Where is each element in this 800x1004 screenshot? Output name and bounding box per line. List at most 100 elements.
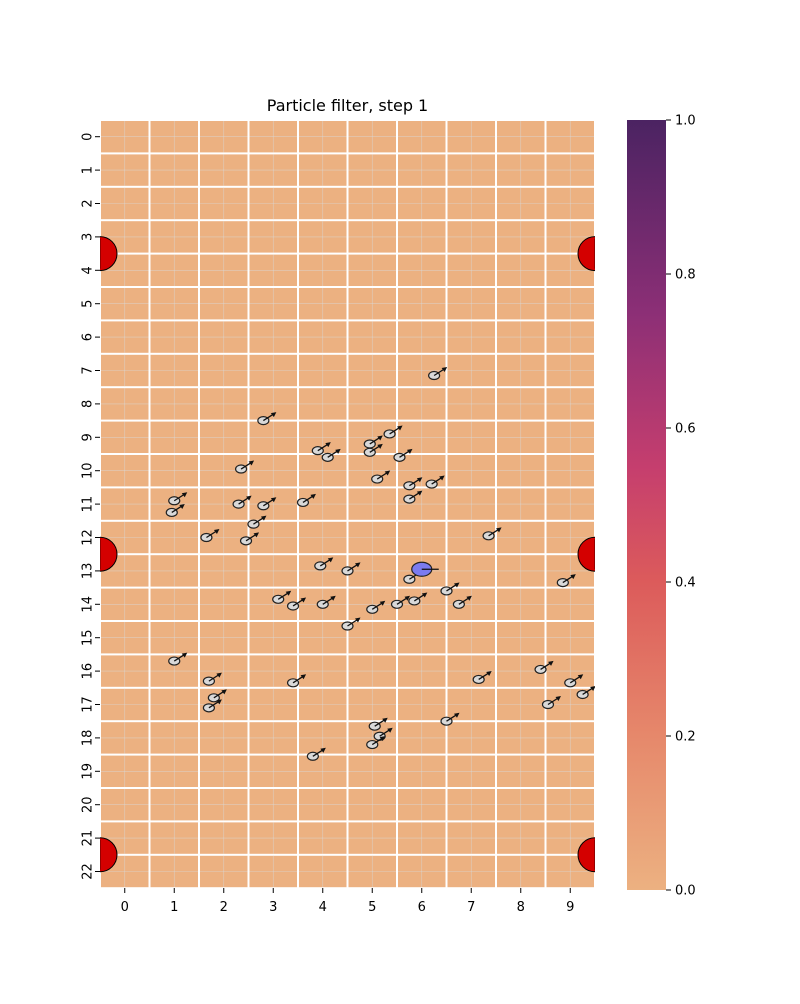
- particle-arrow-head: [421, 592, 428, 598]
- landmark-marker: [577, 837, 595, 873]
- y-tick-label: 3: [81, 233, 96, 241]
- particle-arrow-head: [330, 595, 336, 601]
- x-axis: 0 1 2 3 4 5 6 7 8 9: [121, 888, 574, 915]
- particle-arrow-head: [439, 475, 445, 481]
- particle-arrow-head: [397, 425, 403, 431]
- y-tick-label: 17: [81, 696, 96, 713]
- y-tick-label: 16: [81, 663, 96, 680]
- y-tick-label: 8: [81, 400, 96, 408]
- y-tick-label: 0: [81, 133, 96, 141]
- colorbar-tick-label: 1.0: [675, 114, 696, 129]
- y-tick-label: 19: [81, 763, 96, 780]
- x-tick-label: 3: [269, 900, 277, 915]
- particle-arrow-head: [216, 672, 222, 678]
- particle-arrow-head: [335, 448, 341, 454]
- y-tick-label: 14: [81, 596, 96, 613]
- colorbar-tick-label: 0.6: [675, 422, 696, 437]
- particle-arrow-head: [379, 600, 386, 606]
- y-tick-label: 6: [81, 333, 96, 341]
- particle-arrow-head: [548, 660, 554, 666]
- particle-arrow-head: [355, 562, 361, 568]
- particle-arrow-head: [325, 442, 331, 448]
- y-tick-label: 20: [81, 796, 96, 813]
- colorbar-tick-label: 0.8: [675, 268, 696, 283]
- particle-arrow-head: [416, 490, 423, 496]
- particle-arrow-head: [555, 696, 561, 701]
- particle-arrow-head: [285, 590, 292, 596]
- y-tick-label: 11: [81, 496, 96, 513]
- x-tick-label: 5: [368, 900, 376, 915]
- landmark-marker: [100, 837, 118, 873]
- particle-arrow-head: [406, 448, 413, 454]
- particle-arrow-head: [253, 532, 260, 538]
- particle-arrow-head: [384, 470, 391, 476]
- landmark-marker: [577, 236, 595, 272]
- y-tick-label: 12: [81, 529, 96, 546]
- particle-arrow-head: [300, 674, 307, 680]
- y-tick-label: 15: [81, 629, 96, 646]
- particle-arrow-head: [466, 595, 472, 601]
- particle-arrow-head: [310, 493, 316, 499]
- particle-arrow-head: [496, 527, 502, 533]
- y-tick-label: 7: [81, 366, 96, 374]
- y-tick-label: 22: [81, 863, 96, 880]
- y-tick-label: 10: [81, 462, 96, 479]
- colorbar-tick-label: 0.2: [675, 730, 696, 745]
- particle-arrow-head: [248, 460, 255, 466]
- x-tick-label: 0: [121, 900, 129, 915]
- y-tick-label: 4: [81, 266, 96, 274]
- particle-arrow-head: [577, 674, 584, 680]
- particle-arrow-head: [246, 495, 252, 501]
- particle-arrow-head: [179, 503, 185, 509]
- x-tick-label: 7: [467, 900, 475, 915]
- particle-arrow-head: [355, 617, 361, 623]
- particle-arrow-head: [486, 670, 492, 676]
- landmark-marker: [100, 236, 118, 272]
- particle-arrow-head: [377, 435, 383, 441]
- particle-arrow-head: [260, 515, 267, 521]
- particle-arrow-head: [590, 686, 595, 691]
- particle-arrow-head: [416, 477, 423, 483]
- x-tick-label: 6: [418, 900, 426, 915]
- x-tick-label: 4: [319, 900, 327, 915]
- particle-arrow-head: [382, 717, 388, 723]
- colorbar-tick-label: 0.4: [675, 576, 696, 591]
- particle-arrow-head: [270, 412, 277, 418]
- colorbar: [627, 120, 666, 890]
- particle-arrow-head: [570, 574, 576, 580]
- particle-arrow-head: [181, 492, 188, 498]
- x-tick-label: 1: [170, 900, 178, 915]
- particle-arrow-head: [387, 727, 393, 733]
- particle-arrow-head: [379, 736, 386, 742]
- y-tick-label: 5: [81, 300, 96, 308]
- particle-arrow-head: [327, 557, 334, 563]
- particle-arrow-head: [441, 367, 448, 373]
- particle-arrow-head: [454, 712, 460, 718]
- landmark-marker: [100, 536, 118, 572]
- y-tick-label: 13: [81, 563, 96, 580]
- particle-arrow-head: [377, 443, 383, 449]
- particle-arrow-head: [221, 689, 227, 695]
- particle-arrow-head: [320, 747, 326, 753]
- colorbar-tick-label: 0.0: [675, 884, 696, 899]
- y-tick-label: 2: [81, 199, 96, 207]
- x-tick-label: 9: [566, 900, 574, 915]
- chart-title: Particle filter, step 1: [267, 96, 428, 115]
- particle-arrow-head: [181, 652, 188, 658]
- colorbar-axis: 0.0 0.2 0.4 0.6 0.8 1.0: [666, 114, 696, 899]
- particle-arrow-head: [404, 595, 410, 601]
- x-tick-label: 2: [220, 900, 228, 915]
- particle-arrow-head: [216, 699, 222, 705]
- chart-markers: [100, 236, 595, 873]
- particle-arrow-head: [454, 582, 460, 588]
- landmark-marker: [577, 536, 595, 572]
- particle-arrow-head: [213, 529, 220, 534]
- x-tick-label: 8: [517, 900, 525, 915]
- y-tick-label: 18: [81, 730, 96, 747]
- y-tick-label: 1: [81, 166, 96, 174]
- y-tick-label: 9: [81, 433, 96, 441]
- particle-arrow-head: [300, 597, 307, 603]
- y-tick-label: 21: [81, 830, 96, 847]
